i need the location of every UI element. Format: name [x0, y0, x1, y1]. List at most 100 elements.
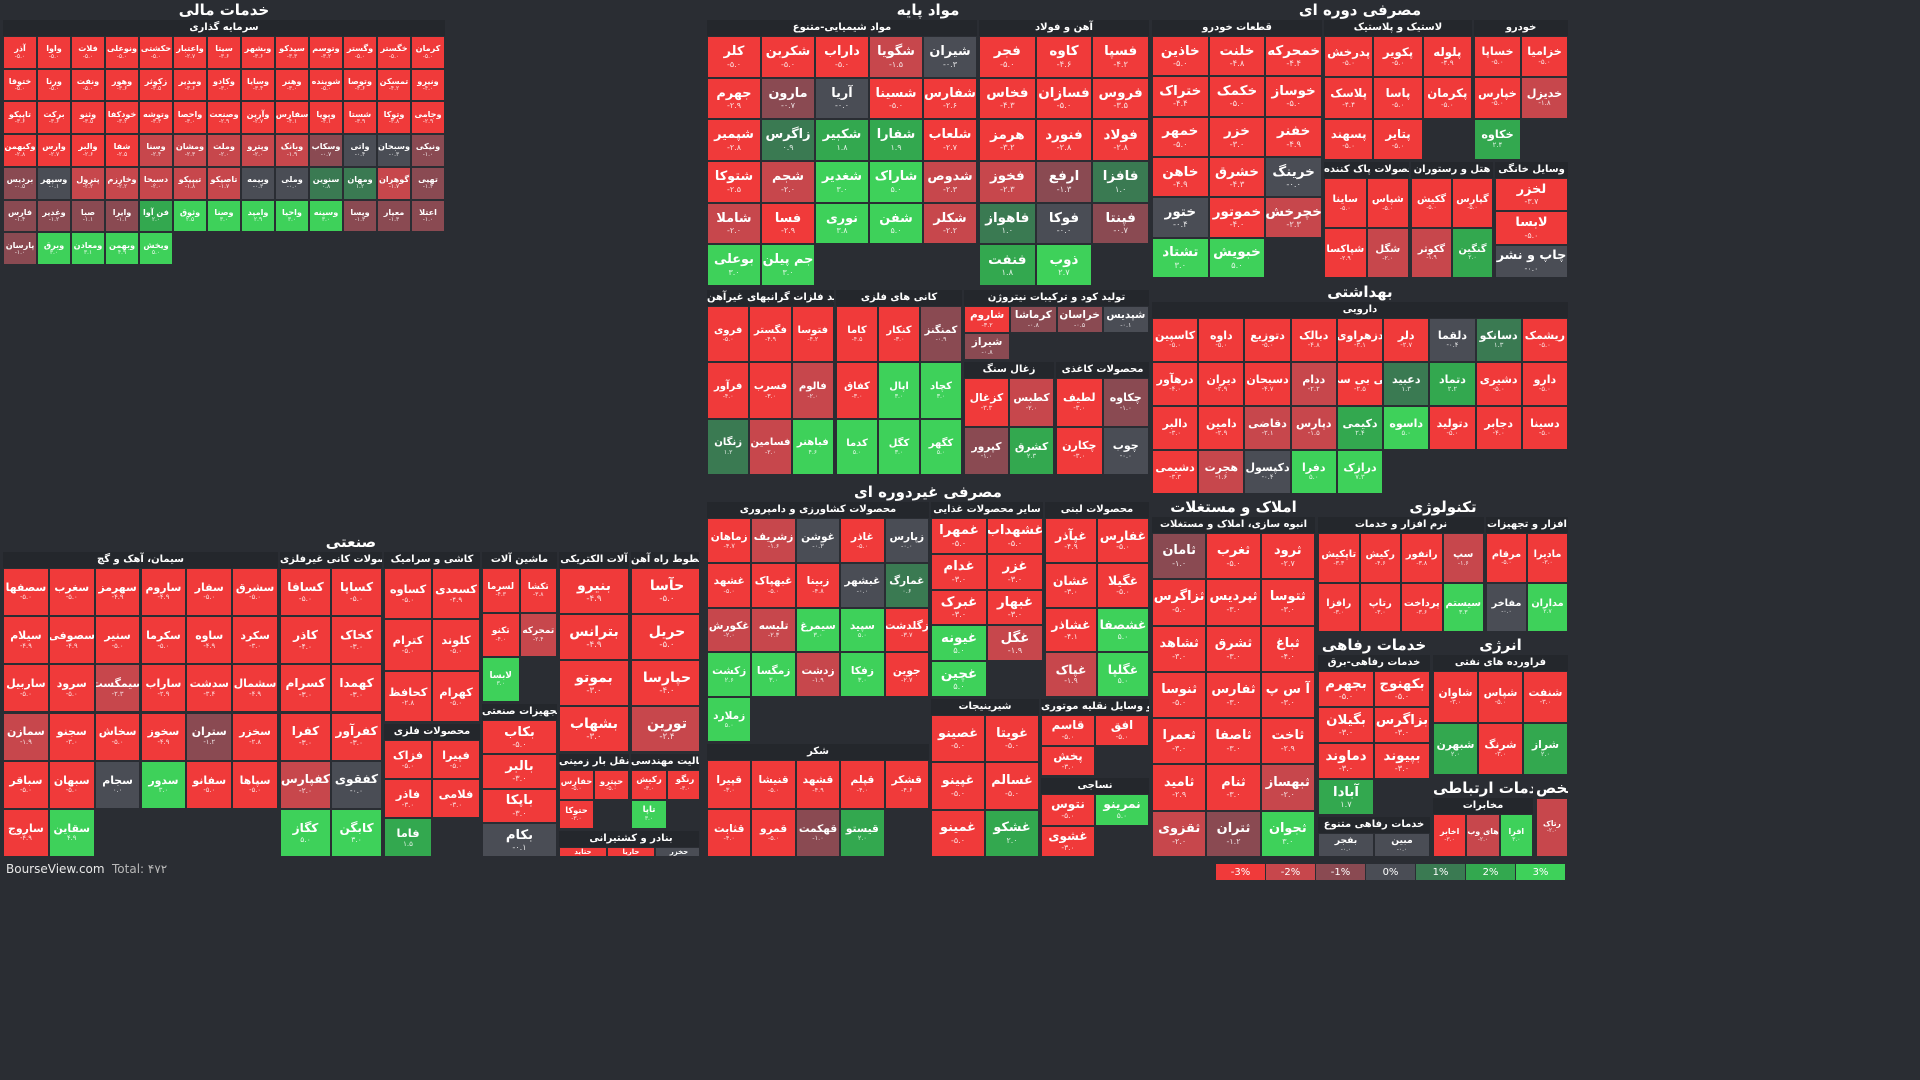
stock-tile[interactable]: هجرت -۱.۶: [1198, 450, 1245, 494]
stock-tile[interactable]: سکرما -۵.۰: [140, 616, 187, 665]
stock-tile[interactable]: پکرمان -۵.۰: [1422, 77, 1472, 119]
stock-tile[interactable]: فجر -۵.۰: [979, 36, 1036, 78]
stock-tile[interactable]: کپرور -۱.۰: [964, 426, 1009, 475]
stock-tile[interactable]: بجهرم -۵.۰: [1318, 671, 1374, 707]
stock-tile[interactable]: کابگن ۳.۰: [331, 808, 382, 857]
stock-tile[interactable]: دیران -۲.۹: [1198, 362, 1245, 406]
stock-tile[interactable]: ثتوسا -۳.۰: [1260, 579, 1315, 626]
stock-tile[interactable]: کفرآور -۳.۰: [331, 712, 382, 761]
stock-tile[interactable]: کهمدا -۳.۰: [331, 664, 382, 713]
stock-tile[interactable]: فلات -۵.۰: [71, 36, 105, 69]
stock-tile[interactable]: غپاک -۱.۹: [1045, 652, 1097, 697]
stock-tile[interactable]: سیستم ۳.۳: [1442, 582, 1484, 632]
stock-tile[interactable]: کلر -۵.۰: [707, 36, 761, 78]
stock-tile[interactable]: قنیشا -۵.۰: [751, 760, 796, 809]
stock-tile[interactable]: قهکمت -۱.۰: [795, 808, 841, 857]
stock-tile[interactable]: فوکا -۰.۰: [1035, 202, 1093, 245]
stock-tile[interactable]: ساراب -۲.۹: [140, 664, 187, 713]
stock-tile[interactable]: دبالک -۴.۸: [1290, 318, 1337, 362]
stock-tile[interactable]: کچاد ۳.۰: [920, 362, 962, 419]
stock-tile[interactable]: شگل -۲.۰: [1366, 228, 1409, 278]
stock-tile[interactable]: سنوین ۰.۸: [309, 166, 343, 200]
stock-tile[interactable]: شگویا -۱.۵: [869, 36, 923, 78]
stock-tile[interactable]: تمحرکه -۲.۴: [519, 612, 557, 658]
stock-tile[interactable]: سخوز -۴.۹: [140, 712, 187, 761]
stock-tile[interactable]: دماوند -۳.۰: [1318, 743, 1374, 779]
stock-tile[interactable]: مارون -۰.۷: [761, 77, 815, 120]
stock-tile[interactable]: رافزا -۳.۰: [1318, 582, 1360, 632]
stock-tile[interactable]: سدور ۳.۰: [140, 760, 187, 809]
stock-tile[interactable]: تورین -۲.۴: [631, 706, 699, 752]
stock-tile[interactable]: غفارس -۵.۰: [1097, 518, 1149, 563]
stock-tile[interactable]: ثفارس -۳.۰: [1206, 671, 1261, 719]
stock-tile[interactable]: خمهر -۵.۰: [1152, 116, 1209, 157]
stock-tile[interactable]: رتاک -۲.۰: [1536, 798, 1568, 857]
stock-tile[interactable]: غوشن -۰.۳: [795, 518, 841, 563]
stock-tile[interactable]: بپیوند -۳.۰: [1374, 743, 1430, 779]
stock-tile[interactable]: ثاخت -۲.۹: [1260, 718, 1315, 765]
stock-tile[interactable]: تاصیکو -۱.۷: [207, 166, 241, 200]
stock-tile[interactable]: خبویش ۵.۰: [1208, 237, 1266, 278]
stock-tile[interactable]: فلامی -۳.۰: [432, 779, 480, 818]
stock-tile[interactable]: گنگین ۲.۰: [1452, 228, 1493, 278]
stock-tile[interactable]: ساربیل -۵.۰: [3, 664, 49, 713]
stock-tile[interactable]: ومشان -۲.۳: [173, 134, 207, 167]
stock-tile[interactable]: کساپا -۵.۰: [331, 568, 382, 617]
stock-tile[interactable]: ثرود -۲.۷: [1260, 533, 1315, 580]
stock-tile[interactable]: شپاکسا -۲.۹: [1324, 228, 1367, 278]
stock-tile[interactable]: داسوه ۵.۰: [1383, 406, 1430, 450]
stock-tile[interactable]: ونیکی -۱.۰: [411, 134, 445, 167]
stock-tile[interactable]: شکلر -۲.۲: [923, 202, 977, 245]
stock-tile[interactable]: وبانک -۱.۹: [275, 134, 309, 167]
stock-tile[interactable]: وسکاب -۰.۷: [309, 134, 343, 167]
stock-tile[interactable]: غگل -۱.۹: [987, 625, 1043, 662]
stock-tile[interactable]: خشرق -۴.۳: [1208, 157, 1266, 198]
stock-tile[interactable]: غبشهر -۰.۰: [840, 562, 885, 608]
stock-tile[interactable]: کگاز ۵.۰: [280, 808, 331, 857]
stock-tile[interactable]: وجامی -۲.۹: [411, 101, 445, 135]
stock-tile[interactable]: شیران -۰.۳: [923, 36, 977, 78]
stock-tile[interactable]: غزر -۳.۰: [987, 553, 1043, 590]
stock-tile[interactable]: زماهان -۴.۷: [707, 518, 752, 563]
stock-tile[interactable]: خرینگ -۰.۰: [1265, 157, 1322, 198]
stock-tile[interactable]: شفن ۵.۰: [869, 202, 923, 245]
stock-tile[interactable]: معیار -۱.۳: [377, 199, 411, 233]
stock-tile[interactable]: کفقوی -۰.۰: [331, 760, 382, 809]
stock-tile[interactable]: خموتور -۴.۰: [1208, 197, 1266, 238]
stock-tile[interactable]: شبهرن ۲.۰: [1433, 723, 1478, 775]
stock-tile[interactable]: حتاید: [559, 847, 607, 857]
stock-tile[interactable]: دتولید -۵.۰: [1429, 406, 1476, 450]
stock-tile[interactable]: کاما -۴.۵: [836, 306, 878, 363]
stock-tile[interactable]: پاسا -۵.۰: [1373, 77, 1423, 119]
stock-tile[interactable]: سخزر -۲.۸: [232, 712, 278, 761]
stock-tile[interactable]: فروی -۵.۰: [707, 306, 750, 363]
stock-tile[interactable]: فولاد -۲.۸: [1092, 119, 1149, 161]
stock-tile[interactable]: کاوه -۴.۶: [1035, 36, 1093, 78]
stock-tile[interactable]: ثعمرا -۳.۰: [1152, 718, 1207, 765]
stock-tile[interactable]: وآرین -۲.۷: [241, 101, 275, 135]
stock-tile[interactable]: خزامیا -۵.۰: [1521, 36, 1568, 78]
stock-tile[interactable]: کی بی سی-۲.۵: [1336, 362, 1384, 406]
stock-tile[interactable]: واتی -۰.۴: [343, 134, 377, 167]
stock-tile[interactable]: ساوه -۴.۹: [186, 616, 233, 665]
stock-tile[interactable]: تکشا -۳.۸: [519, 568, 557, 613]
stock-tile[interactable]: سرود -۵.۰: [48, 664, 95, 713]
stock-tile[interactable]: وسنا -۲.۴: [139, 134, 173, 167]
stock-tile[interactable]: دتوزیع -۵.۰: [1244, 318, 1291, 362]
stock-tile[interactable]: غصینو -۵.۰: [931, 715, 985, 763]
stock-tile[interactable]: خدیزل -۱.۸: [1521, 77, 1568, 119]
stock-tile[interactable]: واحصا -۳.۰: [173, 101, 207, 135]
stock-tile[interactable]: کمنگنز -۰.۹: [920, 306, 962, 363]
stock-tile[interactable]: دقاضی -۲.۱: [1244, 406, 1291, 450]
stock-tile[interactable]: وبشهر -۳.۶: [241, 36, 275, 69]
stock-tile[interactable]: ریشمک -۵.۰: [1521, 318, 1568, 362]
stock-tile[interactable]: سجام ۰.۰: [94, 760, 141, 809]
stock-tile[interactable]: کفپارس -۲.۰: [280, 760, 331, 809]
stock-tile[interactable]: فاهواز ۱.۰: [979, 202, 1036, 245]
stock-tile[interactable]: ثجوان ۳.۰: [1260, 810, 1315, 857]
stock-tile[interactable]: شستا -۳.۹: [343, 101, 377, 135]
stock-tile[interactable]: ثامان -۱.۰: [1152, 533, 1207, 580]
stock-tile[interactable]: سقاین ۴.۹: [48, 808, 95, 857]
stock-tile[interactable]: فخوز -۲.۳: [979, 161, 1036, 203]
stock-tile[interactable]: دسانکو ۱.۳: [1475, 318, 1522, 362]
